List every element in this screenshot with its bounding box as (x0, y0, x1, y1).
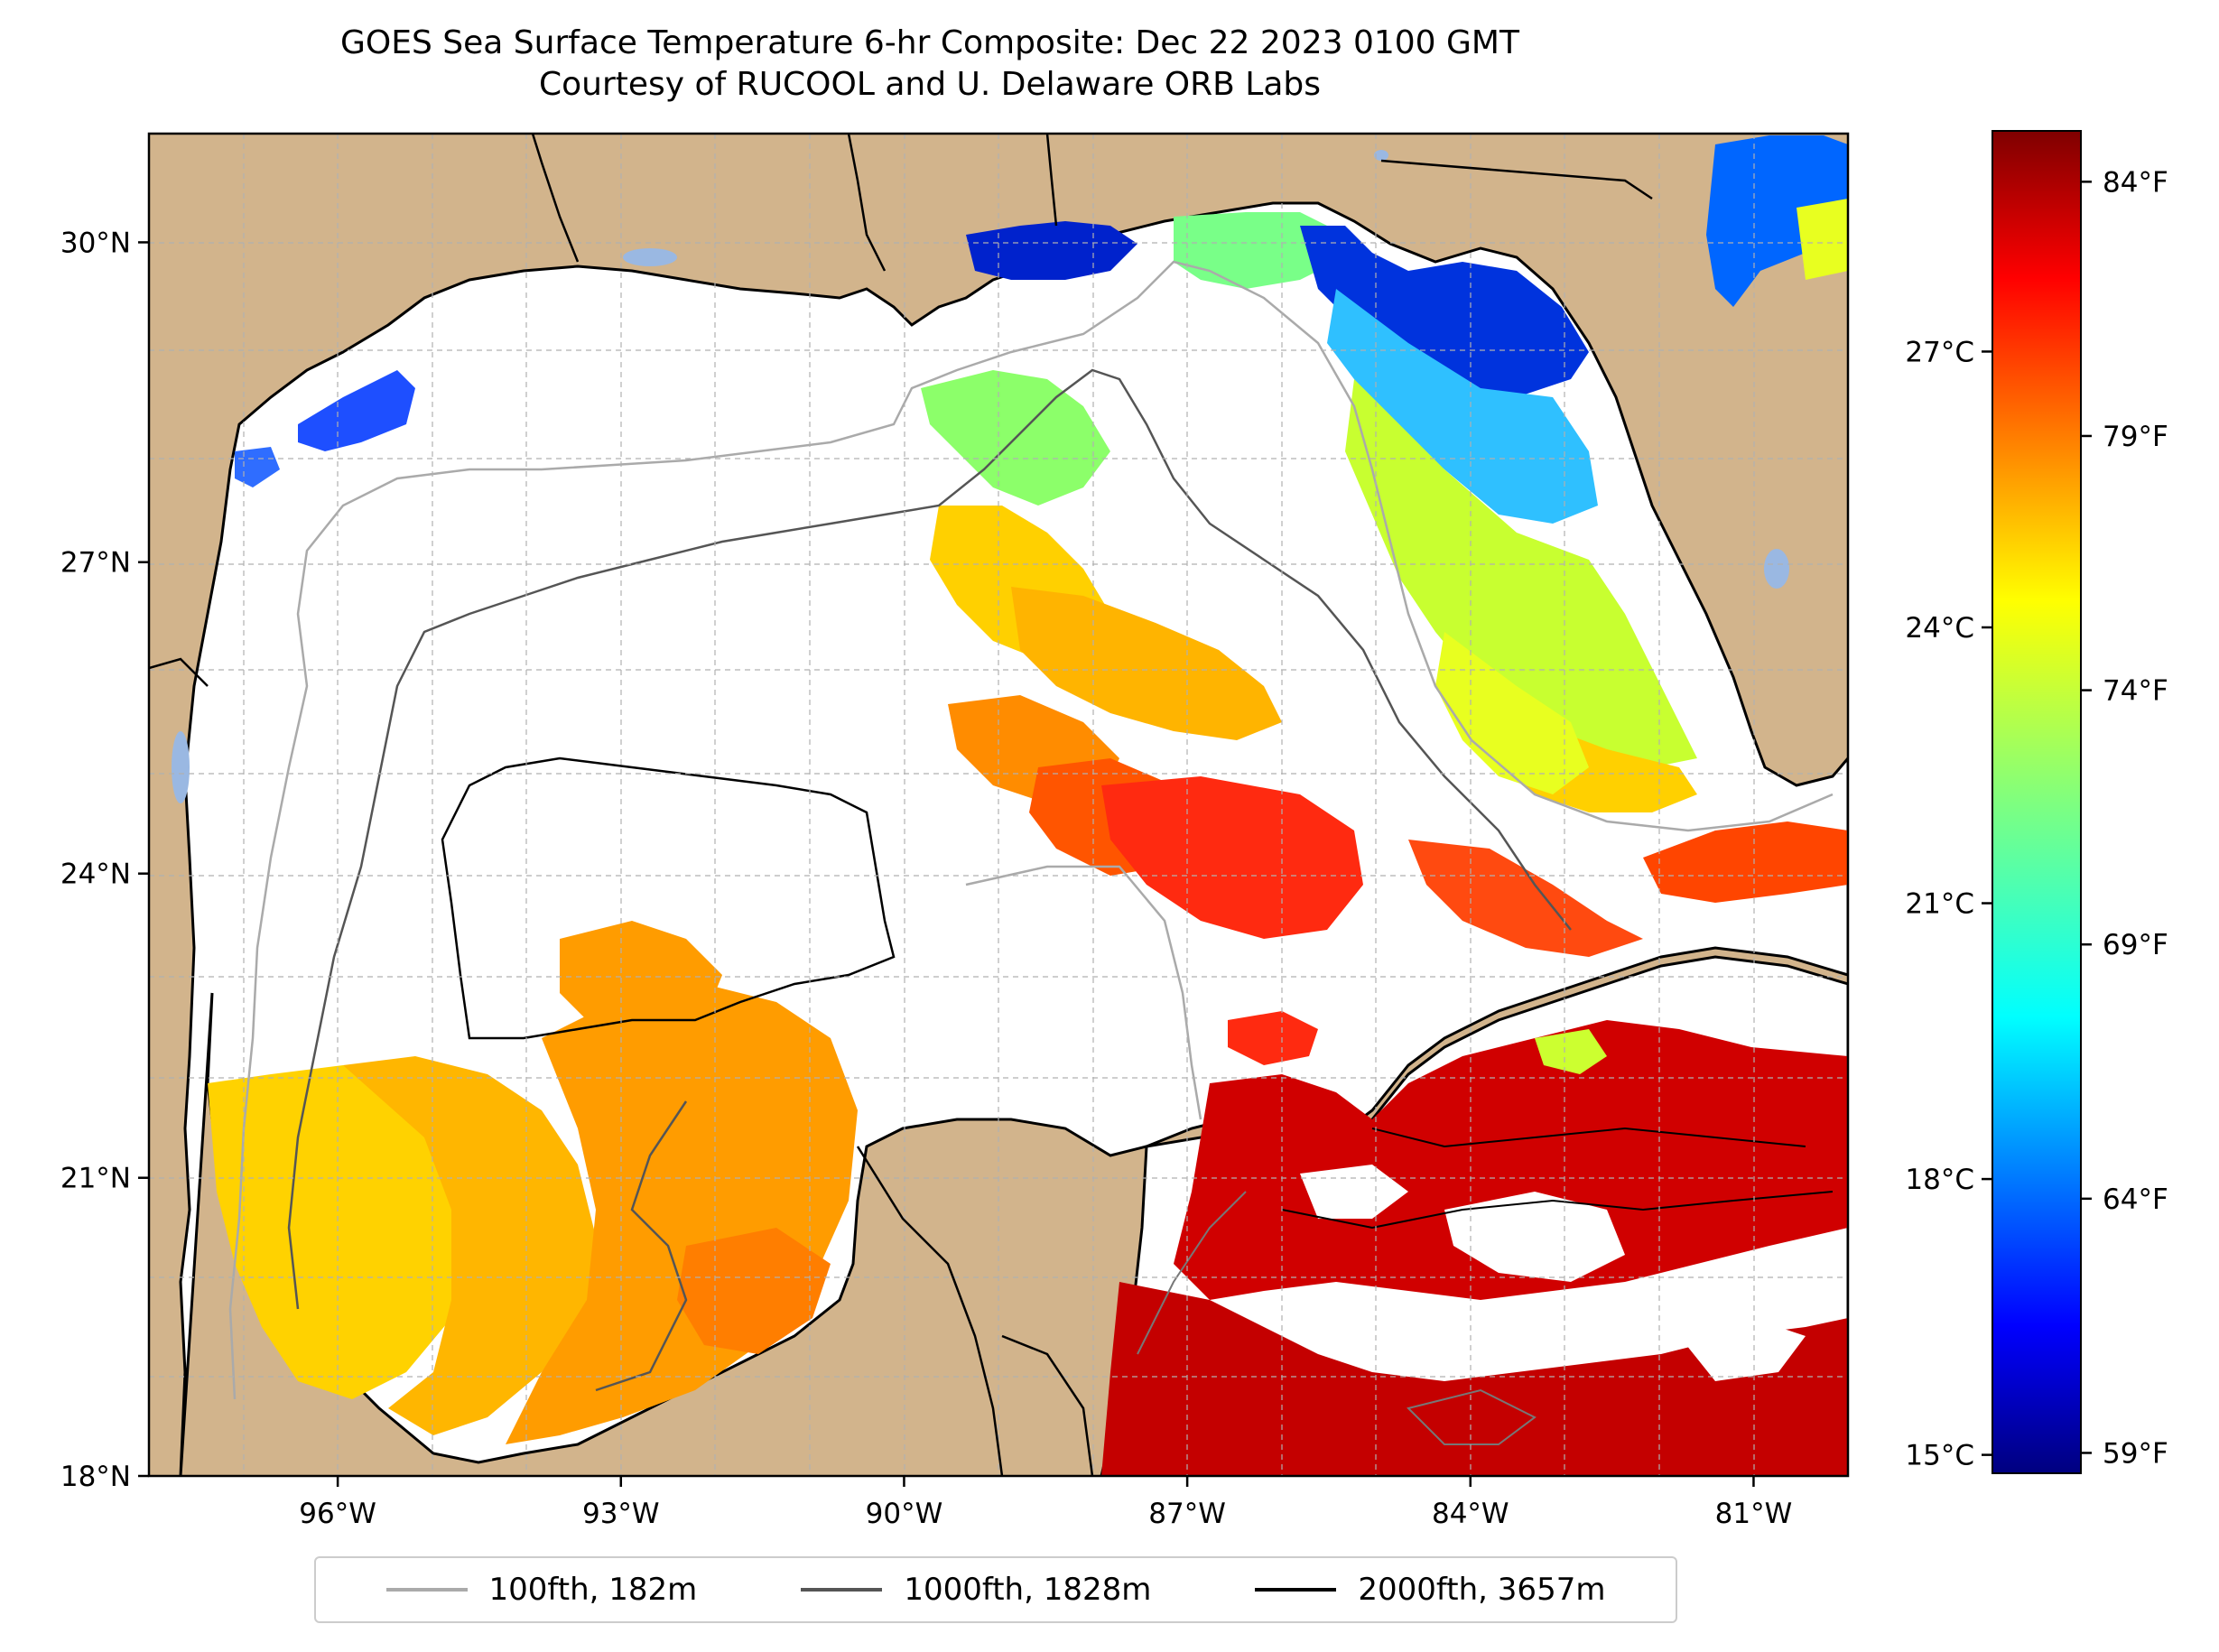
legend-label: 100fth, 182m (488, 1572, 698, 1608)
fahrenheit-tick-label: 69°F (2103, 929, 2168, 961)
map-frame (147, 132, 1850, 1478)
latitude-axis: 30°N 27°N 24°N 21°N 18°N (60, 227, 149, 1493)
colorbar-gradient (1992, 130, 2082, 1474)
legend-label: 2000fth, 3657m (1358, 1572, 1606, 1608)
fahrenheit-tick-label: 64°F (2103, 1183, 2168, 1216)
celsius-tick-label: 21°C (1905, 888, 1974, 921)
celsius-tick-label: 24°C (1905, 612, 1974, 645)
lon-tick-label: 93°W (582, 1498, 660, 1530)
lat-tick-label: 27°N (60, 547, 131, 580)
lat-tick-label: 30°N (60, 227, 131, 259)
legend-item: 1000fth, 1828m (801, 1572, 1151, 1608)
fahrenheit-tick-label: 74°F (2103, 675, 2168, 708)
map-title-line2: Courtesy of RUCOOL and U. Delaware ORB L… (538, 66, 1322, 103)
lon-tick-label: 96°W (299, 1498, 376, 1530)
legend-line-swatch (1255, 1588, 1337, 1592)
celsius-tick-label: 18°C (1905, 1164, 1974, 1196)
bathymetry-contours (228, 260, 1834, 1445)
colorbar-fahrenheit-ticks: 84°F 79°F 74°F 69°F 64°F 59°F (2081, 166, 2168, 1470)
lon-tick-label: 81°W (1715, 1498, 1793, 1530)
lat-tick-label: 21°N (60, 1163, 131, 1195)
legend-line-swatch (385, 1588, 468, 1592)
lakes (172, 150, 1789, 803)
political-borders (149, 134, 1653, 1476)
fahrenheit-tick-label: 59°F (2103, 1437, 2168, 1470)
celsius-tick-label: 15°C (1905, 1440, 1974, 1472)
lon-tick-label: 90°W (866, 1498, 943, 1530)
contour-2000fth (441, 756, 896, 1040)
legend-line-swatch (801, 1588, 883, 1592)
lat-tick-label: 18°N (60, 1461, 131, 1493)
graticule (149, 134, 1848, 1476)
map-title-line1: GOES Sea Surface Temperature 6-hr Compos… (340, 24, 1519, 61)
lat-tick-label: 24°N (60, 858, 131, 891)
fahrenheit-tick-label: 84°F (2103, 166, 2168, 199)
sst-data-layer (208, 135, 1848, 1476)
longitude-axis: 96°W 93°W 90°W 87°W 84°W 81°W (299, 1476, 1792, 1530)
contour-100fth (228, 260, 1834, 1400)
lon-tick-label: 87°W (1148, 1498, 1226, 1530)
bathymetry-legend: 100fth, 182m 1000fth, 1828m 2000fth, 3657m (314, 1556, 1677, 1623)
legend-item: 100fth, 182m (385, 1572, 698, 1608)
lon-tick-label: 84°W (1432, 1498, 1509, 1530)
celsius-tick-label: 27°C (1905, 336, 1974, 368)
legend-item: 2000fth, 3657m (1255, 1572, 1605, 1608)
map-plot-area (149, 134, 1848, 1476)
colorbar-celsius-ticks: 27°C 24°C 21°C 18°C 15°C (1905, 336, 1992, 1472)
legend-label: 1000fth, 1828m (904, 1572, 1152, 1608)
fahrenheit-tick-label: 79°F (2103, 421, 2168, 453)
contour-1000fth (287, 368, 1572, 1310)
